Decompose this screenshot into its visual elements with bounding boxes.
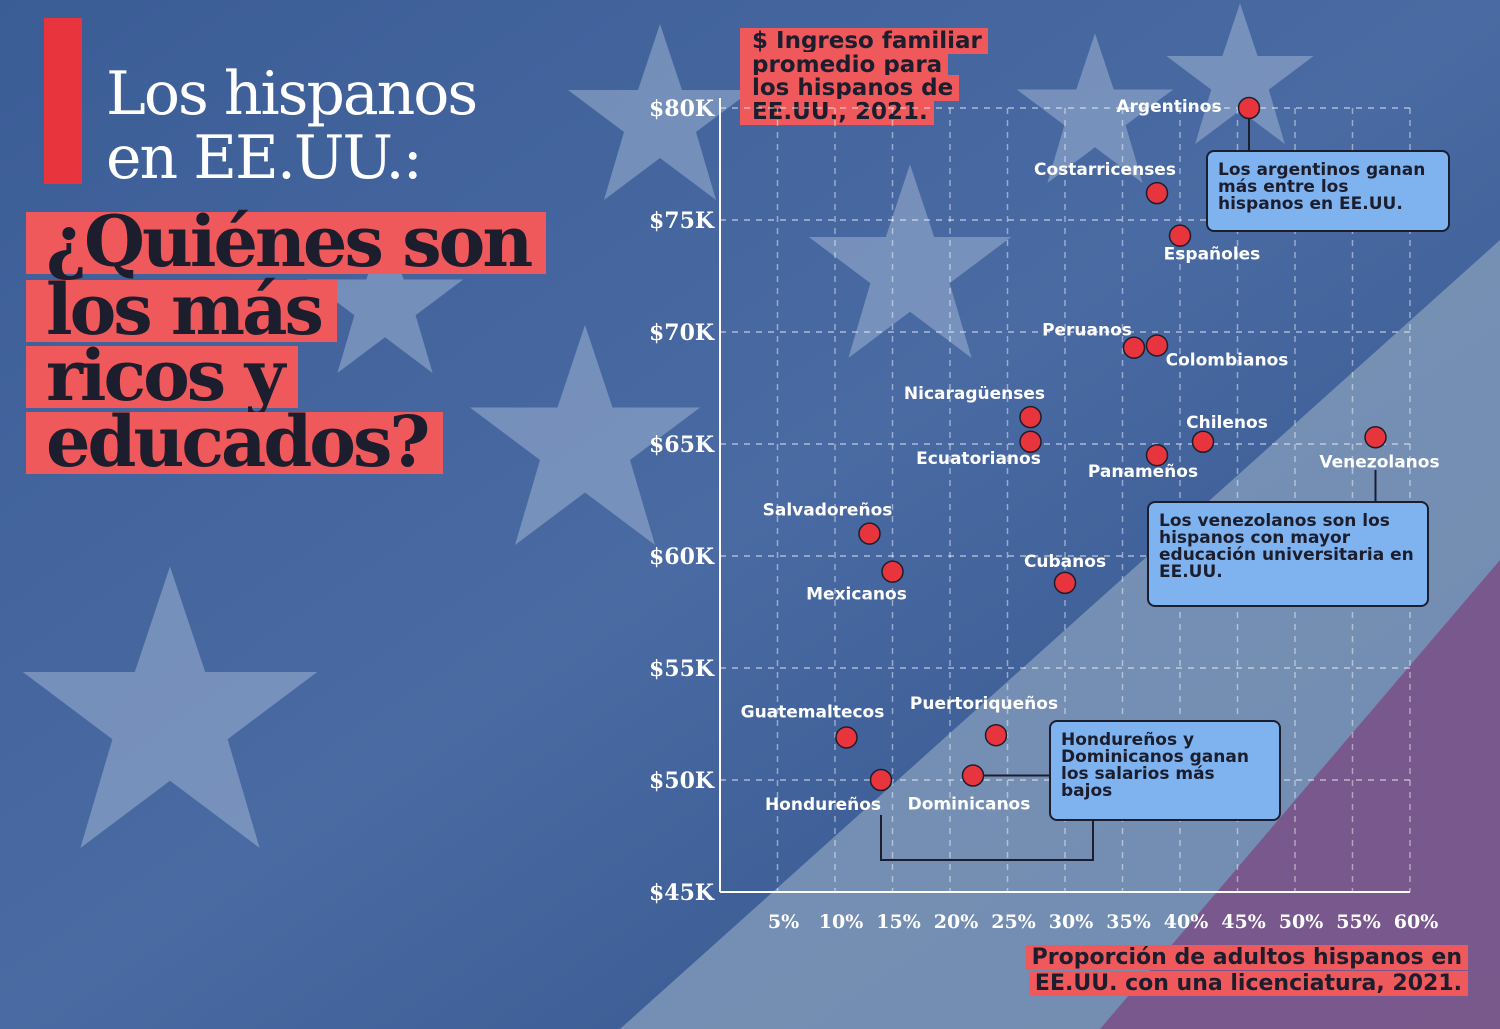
question-line-2: los más	[26, 275, 337, 345]
x-tick-label: 60%	[1394, 911, 1439, 933]
x-tick-label: 35%	[1106, 911, 1151, 933]
data-point-label: Salvadoreños	[763, 501, 893, 521]
data-point	[1122, 336, 1146, 359]
x-tick-label: 50%	[1279, 911, 1324, 933]
data-point	[961, 764, 985, 787]
y-tick-label: $60K	[649, 544, 715, 570]
question-line-3: ricos y	[26, 341, 299, 411]
data-point	[1019, 430, 1042, 454]
y-axis-title-line: promedio para	[740, 51, 949, 78]
x-axis-title-line: EE.UU. con una licenciatura, 2021.	[1028, 971, 1468, 996]
data-point-label: Hondureños	[765, 795, 881, 815]
x-tick-label: 10%	[819, 911, 864, 933]
accent-bar	[44, 18, 82, 184]
title-line-2: en EE.UU.:	[106, 123, 423, 193]
data-point	[1237, 96, 1261, 120]
data-point	[869, 768, 893, 792]
x-tick-label: 30%	[1049, 911, 1094, 933]
red-stripe	[1100, 560, 1500, 1029]
title-line-1: Los hispanos	[106, 59, 478, 129]
callout-hondurenos: Hondureños y Dominicanos ganan los salar…	[1049, 720, 1281, 821]
data-point-label: Chilenos	[1186, 413, 1268, 433]
callout-venezolanos: Los venezolanos son los hispanos con may…	[1147, 501, 1429, 607]
x-axis-title: Proporción de adultos hispanos en EE.UU.…	[1025, 945, 1468, 997]
y-tick-label: $65K	[649, 432, 715, 458]
data-point-label: Cubanos	[1024, 552, 1106, 572]
data-point	[984, 723, 1008, 747]
data-point-label: Puertoriqueños	[910, 694, 1058, 714]
y-axis-title-line: EE.UU., 2021.	[740, 98, 934, 125]
data-point	[1145, 334, 1169, 357]
y-tick-label: $50K	[649, 768, 715, 794]
y-axis-title: $ Ingreso familiar promedio para los his…	[740, 28, 988, 125]
data-point	[1145, 181, 1169, 205]
data-point	[1053, 571, 1077, 595]
x-tick-label: 40%	[1164, 911, 1209, 933]
data-point-label: Ecuatorianos	[916, 449, 1041, 469]
data-point	[1145, 443, 1169, 467]
data-point	[1364, 426, 1387, 449]
data-point-label: Costarricenses	[1034, 160, 1176, 180]
data-point-label: Colombianos	[1166, 350, 1289, 370]
y-tick-label: $70K	[649, 320, 715, 346]
x-tick-label: 5%	[768, 911, 799, 933]
data-point-label: Venezolanos	[1319, 452, 1439, 472]
callout-connector	[880, 815, 1094, 861]
y-tick-label: $55K	[649, 656, 715, 682]
data-point-label: Mexicanos	[806, 585, 907, 605]
data-point-label: Españoles	[1164, 245, 1261, 265]
page-title: Los hispanos en EE.UU.:	[106, 59, 478, 193]
data-point	[1168, 224, 1192, 247]
question-line-4: educados?	[26, 407, 444, 477]
callout-argentinos: Los argentinos ganan más entre los hispa…	[1206, 150, 1450, 232]
data-point-label: Peruanos	[1042, 321, 1132, 341]
data-point-label: Argentinos	[1116, 97, 1221, 117]
y-tick-label: $75K	[649, 208, 715, 234]
x-tick-label: 20%	[934, 911, 979, 933]
x-tick-label: 55%	[1336, 911, 1381, 933]
x-tick-label: 15%	[876, 911, 921, 933]
x-tick-label: 45%	[1221, 911, 1266, 933]
question-line-1: ¿Quiénes son	[26, 207, 547, 277]
data-point-label: Nicaragüenses	[904, 384, 1045, 404]
y-tick-label: $45K	[649, 880, 715, 906]
y-tick-label: $80K	[649, 96, 715, 122]
data-point	[835, 726, 858, 749]
y-axis-title-line: los hispanos de	[740, 75, 960, 101]
data-point	[858, 522, 881, 545]
x-tick-label: 25%	[991, 911, 1036, 933]
x-axis-title-line: Proporción de adultos hispanos en	[1025, 945, 1468, 970]
data-point	[1191, 430, 1215, 454]
data-point-label: Panameños	[1088, 462, 1198, 482]
data-point	[881, 560, 904, 583]
data-point	[1019, 405, 1042, 429]
y-axis-title-line: $ Ingreso familiar	[740, 28, 988, 54]
data-point-label: Guatemaltecos	[741, 702, 885, 722]
data-point-label: Dominicanos	[908, 795, 1031, 815]
